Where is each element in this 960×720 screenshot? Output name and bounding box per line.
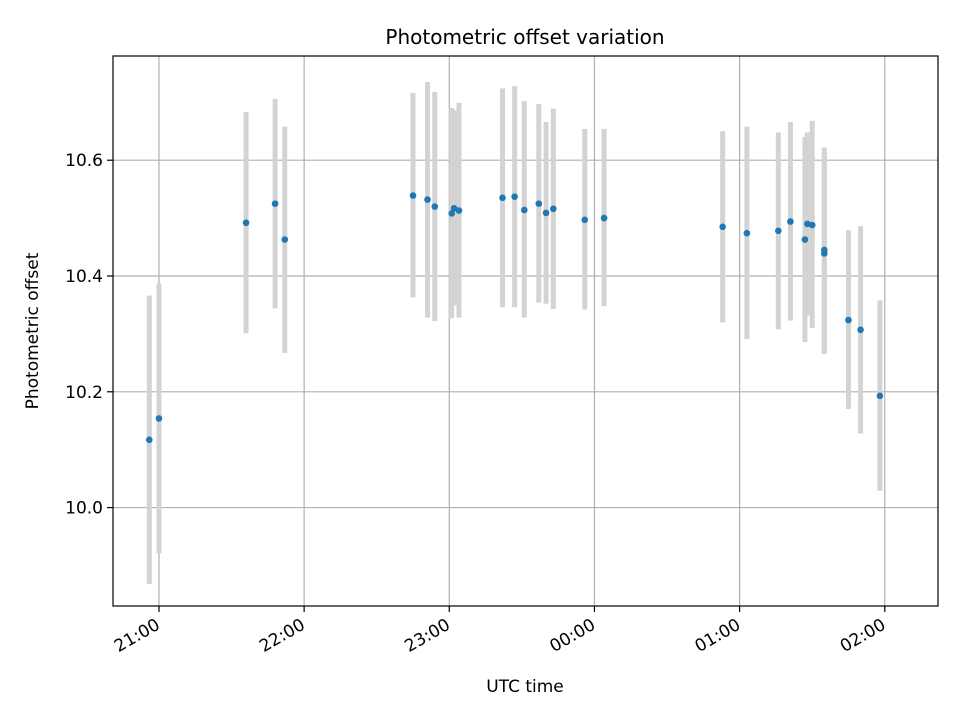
- data-point: [242, 219, 250, 227]
- data-point: [455, 207, 463, 214]
- data-point: [409, 192, 417, 199]
- data-point: [845, 316, 852, 324]
- data-point: [808, 221, 816, 229]
- plot-area-frame: [112, 55, 939, 607]
- data-point: [719, 223, 726, 231]
- data-point: [431, 203, 439, 210]
- x-axis-label: UTC time: [486, 677, 564, 697]
- data-point: [145, 436, 153, 444]
- data-point: [801, 236, 809, 243]
- data-point: [600, 214, 608, 222]
- data-point: [535, 200, 543, 207]
- data-point: [775, 227, 782, 235]
- y-tick-label: 10.6: [65, 151, 103, 171]
- data-point: [424, 196, 431, 203]
- data-point: [448, 210, 456, 217]
- data-point: [820, 246, 828, 254]
- y-axis-ticks: 10.0 10.2 10.4 10.6: [65, 151, 113, 519]
- data-point: [271, 200, 279, 207]
- data-point: [511, 193, 518, 200]
- y-tick-label: 10.0: [65, 499, 103, 519]
- data-point: [876, 392, 884, 400]
- chart-title: Photometric offset variation: [385, 25, 664, 49]
- data-point: [281, 236, 289, 243]
- data-point: [499, 194, 506, 202]
- y-tick-label: 10.2: [65, 383, 103, 403]
- data-point: [155, 415, 163, 422]
- data-point: [743, 229, 751, 237]
- data-point: [542, 209, 550, 217]
- data-point: [857, 326, 864, 334]
- y-axis-label: Photometric offset: [23, 252, 43, 409]
- data-point: [581, 216, 589, 224]
- data-point: [520, 206, 528, 214]
- data-point: [787, 218, 794, 225]
- data-point: [550, 205, 557, 213]
- y-tick-label: 10.4: [65, 267, 103, 287]
- data-points: [145, 192, 884, 444]
